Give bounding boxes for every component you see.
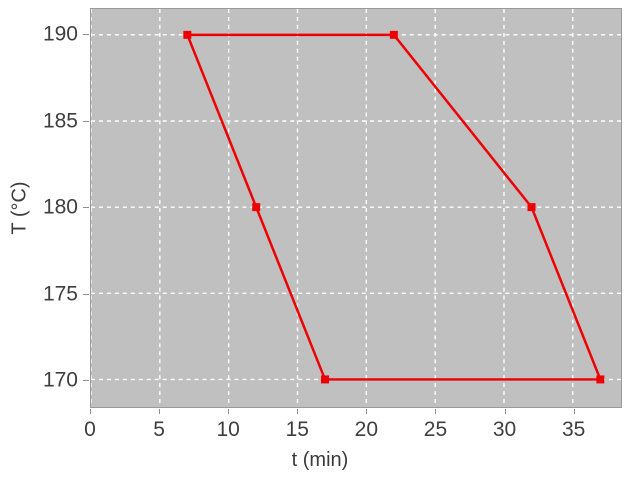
data-point-marker	[596, 375, 605, 384]
y-tick-mark	[83, 293, 89, 295]
x-tick-mark	[366, 409, 368, 414]
data-point-marker	[527, 203, 536, 212]
x-tick-mark	[573, 409, 575, 414]
x-tick-label: 5	[153, 418, 165, 441]
x-tick-mark	[90, 409, 91, 414]
y-tick-label: 185	[42, 109, 78, 133]
y-tick-label: 175	[42, 282, 78, 306]
x-tick-label: 25	[423, 418, 448, 441]
y-tick-mark	[83, 33, 89, 35]
y-tick-label: 190	[42, 22, 78, 46]
x-tick-label: 20	[354, 418, 379, 441]
y-tick-label: 170	[42, 368, 78, 392]
x-tick-label: 15	[285, 418, 309, 441]
y-tick-mark	[83, 207, 89, 209]
data-point-marker	[321, 375, 330, 384]
y-tick-mark	[83, 120, 89, 122]
x-tick-mark	[297, 409, 299, 414]
x-tick-label: 30	[492, 418, 517, 441]
x-tick-mark	[159, 409, 161, 414]
x-tick-label: 0	[84, 418, 96, 441]
x-tick-label: 10	[216, 418, 240, 441]
x-tick-mark	[435, 409, 437, 414]
data-point-marker	[183, 30, 192, 39]
x-axis-title: t (min)	[291, 449, 349, 471]
series-line	[186, 33, 603, 381]
y-tick-label: 180	[42, 195, 78, 219]
y-tick-mark	[83, 380, 89, 382]
x-tick-label: 35	[561, 418, 586, 441]
x-tick-mark	[228, 409, 230, 414]
data-point-marker	[252, 203, 261, 212]
data-point-marker	[389, 30, 398, 39]
x-tick-mark	[504, 409, 506, 414]
data-series-layer	[183, 30, 605, 384]
plot-panel	[90, 8, 622, 408]
